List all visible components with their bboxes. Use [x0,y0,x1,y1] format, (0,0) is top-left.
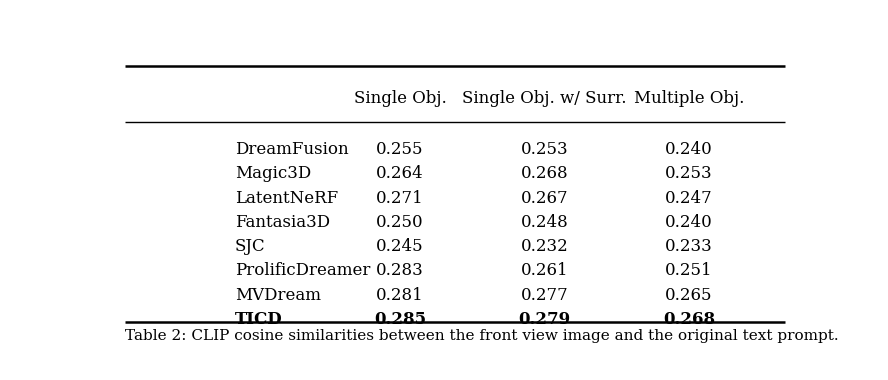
Text: 0.267: 0.267 [520,190,568,207]
Text: Table 2: CLIP cosine similarities between the front view image and the original : Table 2: CLIP cosine similarities betwee… [124,329,838,344]
Text: Single Obj. w/ Surr.: Single Obj. w/ Surr. [463,90,627,107]
Text: 0.240: 0.240 [665,214,713,231]
Text: Multiple Obj.: Multiple Obj. [634,90,744,107]
Text: 0.245: 0.245 [377,238,424,255]
Text: Magic3D: Magic3D [234,165,311,182]
Text: 0.268: 0.268 [663,311,715,328]
Text: 0.281: 0.281 [377,287,424,304]
Text: Fantasia3D: Fantasia3D [234,214,330,231]
Text: 0.232: 0.232 [520,238,568,255]
Text: ProlificDreamer: ProlificDreamer [234,263,370,279]
Text: MVDream: MVDream [234,287,321,304]
Text: 0.240: 0.240 [665,141,713,158]
Text: 0.261: 0.261 [520,263,568,279]
Text: 0.250: 0.250 [377,214,424,231]
Text: 0.277: 0.277 [520,287,568,304]
Text: 0.253: 0.253 [665,165,713,182]
Text: 0.233: 0.233 [665,238,713,255]
Text: 0.264: 0.264 [377,165,424,182]
Text: 0.268: 0.268 [520,165,568,182]
Text: 0.255: 0.255 [377,141,424,158]
Text: 0.253: 0.253 [520,141,568,158]
Text: TICD: TICD [234,311,282,328]
Text: SJC: SJC [234,238,266,255]
Text: 0.279: 0.279 [519,311,571,328]
Text: Single Obj.: Single Obj. [353,90,447,107]
Text: DreamFusion: DreamFusion [234,141,348,158]
Text: 0.271: 0.271 [377,190,424,207]
Text: 0.285: 0.285 [374,311,426,328]
Text: LatentNeRF: LatentNeRF [234,190,338,207]
Text: 0.265: 0.265 [665,287,713,304]
Text: 0.248: 0.248 [520,214,568,231]
Text: 0.283: 0.283 [377,263,424,279]
Text: 0.247: 0.247 [665,190,713,207]
Text: 0.251: 0.251 [665,263,713,279]
